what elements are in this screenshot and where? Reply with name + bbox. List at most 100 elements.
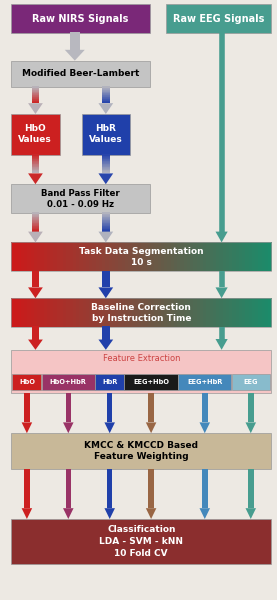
- Bar: [32, 94, 39, 95]
- Bar: [148, 298, 151, 327]
- Bar: [102, 286, 110, 287]
- Bar: [50, 242, 54, 271]
- Bar: [32, 167, 39, 168]
- Bar: [187, 298, 190, 327]
- Bar: [245, 298, 249, 327]
- Bar: [102, 271, 110, 272]
- Bar: [32, 229, 39, 230]
- Bar: [32, 274, 39, 276]
- Bar: [122, 298, 125, 327]
- Bar: [32, 272, 39, 273]
- Bar: [32, 163, 39, 164]
- Bar: [32, 282, 39, 284]
- Bar: [32, 99, 39, 100]
- Bar: [70, 38, 80, 39]
- Bar: [102, 155, 110, 156]
- Bar: [102, 163, 110, 164]
- Bar: [32, 278, 39, 280]
- Bar: [102, 335, 110, 336]
- Bar: [128, 242, 132, 271]
- Bar: [102, 167, 110, 169]
- Bar: [125, 298, 129, 327]
- Bar: [102, 277, 110, 278]
- Bar: [102, 221, 110, 222]
- Bar: [206, 242, 210, 271]
- Text: Classification
LDA - SVM - kNN
10 Fold CV: Classification LDA - SVM - kNN 10 Fold C…: [99, 525, 183, 558]
- Bar: [11, 4, 150, 33]
- Bar: [32, 97, 39, 98]
- Bar: [102, 337, 110, 338]
- Bar: [32, 328, 39, 329]
- Bar: [248, 469, 253, 508]
- Bar: [102, 328, 110, 329]
- Bar: [125, 242, 129, 271]
- Bar: [102, 94, 110, 95]
- Bar: [193, 298, 197, 327]
- Bar: [32, 271, 39, 272]
- Bar: [216, 242, 220, 271]
- Bar: [30, 298, 34, 327]
- Text: Feature Extraction: Feature Extraction: [102, 354, 180, 362]
- Bar: [32, 218, 39, 220]
- Bar: [32, 285, 39, 286]
- Bar: [76, 298, 80, 327]
- Bar: [167, 242, 171, 271]
- Bar: [40, 298, 44, 327]
- Bar: [57, 298, 60, 327]
- Bar: [102, 284, 110, 286]
- Bar: [32, 335, 39, 336]
- Bar: [32, 92, 39, 93]
- Bar: [145, 242, 148, 271]
- Bar: [102, 337, 110, 338]
- Bar: [148, 393, 154, 422]
- Bar: [242, 298, 246, 327]
- Bar: [32, 337, 39, 338]
- Polygon shape: [65, 50, 85, 61]
- Bar: [32, 224, 39, 225]
- Bar: [132, 242, 135, 271]
- Bar: [174, 298, 177, 327]
- Bar: [32, 335, 39, 337]
- Bar: [102, 328, 110, 329]
- Bar: [203, 242, 207, 271]
- Bar: [32, 93, 39, 94]
- Bar: [32, 329, 39, 331]
- Text: Raw NIRS Signals: Raw NIRS Signals: [32, 14, 129, 23]
- Bar: [102, 158, 110, 160]
- Bar: [14, 242, 18, 271]
- Bar: [102, 219, 110, 220]
- Bar: [32, 170, 39, 171]
- Bar: [102, 88, 110, 89]
- Bar: [102, 283, 110, 284]
- Bar: [32, 331, 39, 332]
- Bar: [32, 95, 39, 97]
- Bar: [102, 221, 110, 223]
- Bar: [99, 298, 102, 327]
- Bar: [24, 393, 30, 422]
- Text: Modified Beer-Lambert: Modified Beer-Lambert: [22, 69, 139, 78]
- Text: EEG+HbO: EEG+HbO: [133, 379, 169, 385]
- Bar: [70, 44, 80, 45]
- Bar: [180, 242, 184, 271]
- Bar: [70, 38, 80, 40]
- Bar: [11, 184, 150, 213]
- Bar: [102, 97, 110, 98]
- Bar: [102, 230, 110, 232]
- Bar: [70, 242, 73, 271]
- Bar: [32, 215, 39, 217]
- Bar: [32, 226, 39, 227]
- Bar: [32, 166, 39, 167]
- Bar: [151, 242, 155, 271]
- Bar: [106, 298, 109, 327]
- Polygon shape: [146, 508, 156, 519]
- Bar: [141, 242, 145, 271]
- Polygon shape: [216, 232, 228, 242]
- Polygon shape: [63, 508, 74, 519]
- Bar: [202, 469, 207, 508]
- Bar: [32, 230, 39, 232]
- Bar: [32, 275, 39, 277]
- Bar: [32, 338, 39, 339]
- Bar: [171, 242, 174, 271]
- Bar: [102, 334, 110, 335]
- Bar: [70, 44, 80, 46]
